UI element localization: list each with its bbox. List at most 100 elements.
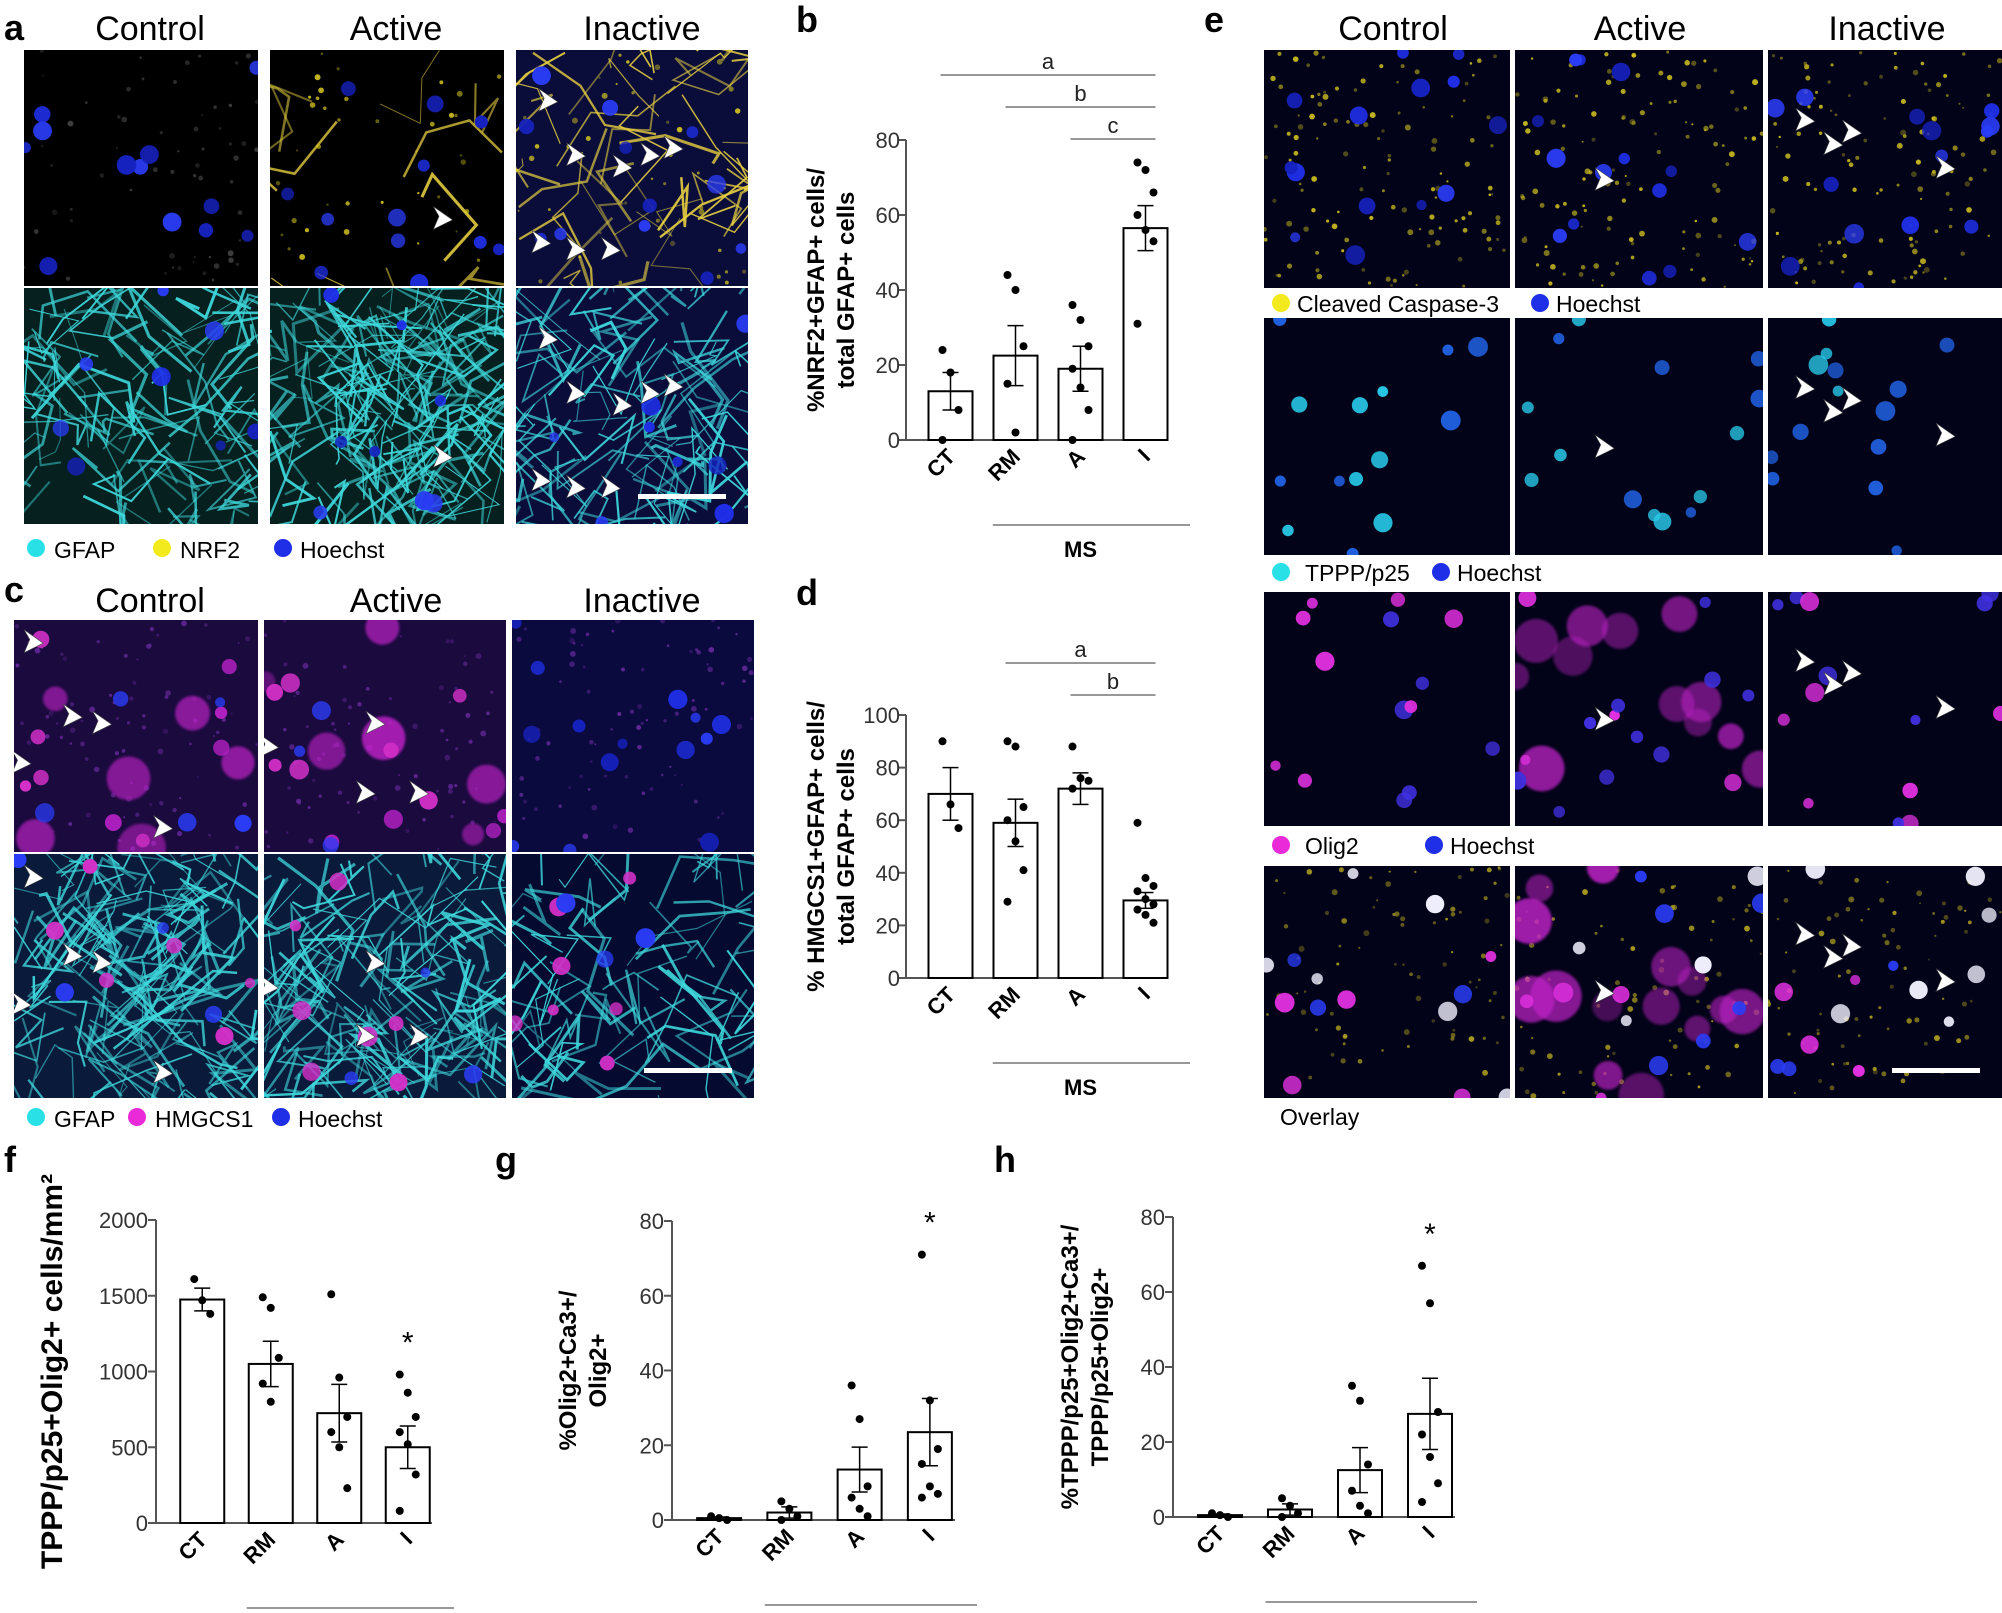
data-point-f xyxy=(266,1303,275,1312)
data-point-h xyxy=(1294,1509,1302,1518)
data-point-d xyxy=(1133,818,1142,827)
data-point-f xyxy=(190,1275,199,1284)
panel-letter-h: h xyxy=(994,1139,1016,1180)
y-tick-label-b: 40 xyxy=(876,278,900,303)
col-header-a-active: Active xyxy=(350,10,443,48)
arrowhead-icon xyxy=(538,88,559,112)
bracket-label-b: b xyxy=(1074,81,1086,106)
data-point-g xyxy=(933,1444,942,1453)
arrowhead-icon xyxy=(1594,167,1615,191)
data-point-g xyxy=(855,1415,864,1424)
micrograph-a-bottom-1 xyxy=(270,288,504,524)
data-point-b xyxy=(1149,237,1158,246)
micrograph-grid-a xyxy=(24,50,748,524)
y-tick-label-d: 40 xyxy=(876,861,900,886)
data-point-d xyxy=(954,824,963,833)
data-point-g xyxy=(785,1504,794,1513)
x-tick-label-h: A xyxy=(1341,1521,1370,1550)
y-tick-label-b: 80 xyxy=(876,128,900,153)
x-tick-label-h: I xyxy=(1418,1521,1440,1543)
data-point-d xyxy=(1003,816,1012,825)
legend-e-overlay: Overlay xyxy=(1280,1104,1360,1130)
arrowhead-icon xyxy=(1841,660,1863,684)
micrograph-c-bottom-1 xyxy=(264,854,506,1098)
legend-e-swatch-olig2 xyxy=(1272,836,1290,854)
data-point-b xyxy=(1076,383,1085,392)
arrowhead-icon xyxy=(565,142,587,167)
y-tick-label-b: 60 xyxy=(876,203,900,228)
col-header-a-control: Control xyxy=(95,10,205,48)
legend-c-swatch-hoechst xyxy=(272,1108,290,1126)
data-point-f xyxy=(411,1470,420,1479)
micrograph-a-top-1 xyxy=(270,50,504,286)
legend-e-swatch-caspase xyxy=(1272,294,1290,312)
y-tick-label-h: 0 xyxy=(1153,1505,1165,1530)
arrowhead-icon xyxy=(1935,968,1956,993)
y-tick-label-g: 80 xyxy=(640,1209,664,1234)
data-point-h xyxy=(1356,1501,1364,1510)
data-point-g xyxy=(925,1482,934,1491)
micrograph-c-bottom-0 xyxy=(14,854,258,1098)
legend-c-hoechst: Hoechst xyxy=(298,1106,383,1132)
data-point-h xyxy=(1364,1509,1372,1518)
data-point-h xyxy=(1418,1261,1426,1270)
data-point-b xyxy=(938,346,947,354)
micrograph-e-overlay-1 xyxy=(1515,866,1763,1098)
bar-f-CT xyxy=(179,1298,226,1524)
scale-bar xyxy=(1892,1068,1980,1073)
data-point-g xyxy=(793,1512,802,1521)
arrowhead-icon xyxy=(91,710,113,735)
micrograph-a-bottom-0 xyxy=(24,288,258,524)
data-point-g xyxy=(847,1381,856,1390)
significance-star-h: * xyxy=(1424,1218,1436,1251)
y-tick-label-h: 20 xyxy=(1141,1430,1165,1455)
data-point-g xyxy=(707,1512,716,1521)
legend-a-hoechst: Hoechst xyxy=(300,537,385,563)
arrowhead-icon xyxy=(1841,119,1863,144)
x-tick-label-g: CT xyxy=(690,1523,729,1562)
arrowhead-icon xyxy=(1795,375,1816,400)
y-tick-label-d: 20 xyxy=(876,913,900,938)
legend-e-hoechst1: Hoechst xyxy=(1556,291,1641,317)
y-tick-label-d: 0 xyxy=(888,966,900,991)
arrowhead-icon xyxy=(264,733,280,758)
data-point-f xyxy=(411,1412,420,1421)
scale-bar xyxy=(638,494,726,499)
y-axis-label-b: %NRF2+GFAP+ cells/total GFAP+ cells xyxy=(803,168,860,412)
arrowhead-icon xyxy=(23,629,44,654)
data-point-f xyxy=(403,1388,412,1397)
data-point-d xyxy=(1011,742,1020,751)
arrowhead-icon xyxy=(1935,155,1956,180)
data-point-g xyxy=(917,1250,926,1259)
data-point-f xyxy=(335,1373,344,1382)
y-axis-label-f: TPPP/p25+Olig2+ cells/mm² xyxy=(36,1174,69,1569)
y-tick-label-g: 60 xyxy=(640,1284,664,1309)
x-tick-label-b: CT xyxy=(922,443,961,482)
legend-e-row1: Cleaved Caspase-3 Hoechst xyxy=(1272,291,1641,317)
col-header-e-active: Active xyxy=(1594,10,1687,48)
data-point-b xyxy=(1011,428,1020,437)
data-point-d xyxy=(946,800,955,809)
data-point-h xyxy=(1348,1381,1356,1390)
arrowhead-icon xyxy=(355,780,376,805)
data-point-d xyxy=(1133,905,1142,914)
arrowhead-icon xyxy=(23,864,44,889)
data-point-f xyxy=(327,1428,336,1437)
arrowhead-icon xyxy=(1594,434,1615,459)
bracket-label-d: b xyxy=(1107,669,1119,694)
group-label-d: MS xyxy=(1064,1075,1097,1100)
data-point-h xyxy=(1364,1460,1372,1469)
arrowhead-icon xyxy=(408,780,430,805)
chart-d: 0 20 40 60 80 100% HMGCS1+GFAP+ cells/total G… xyxy=(803,637,1190,1100)
y-tick-label-h: 80 xyxy=(1141,1205,1165,1230)
y-tick-label-f: 2000 xyxy=(99,1208,148,1233)
arrowhead-icon xyxy=(432,206,454,230)
micrograph-e-caspase-0 xyxy=(1264,50,1510,288)
arrowhead-icon xyxy=(355,1023,376,1048)
data-point-h xyxy=(1278,1513,1286,1521)
bracket-label-d: a xyxy=(1074,637,1087,662)
micrograph-e-olig2-1 xyxy=(1515,592,1763,826)
micrograph-e-caspase-1 xyxy=(1515,50,1763,288)
significance-star-f: * xyxy=(402,1327,414,1360)
arrowhead-icon xyxy=(1795,107,1816,132)
